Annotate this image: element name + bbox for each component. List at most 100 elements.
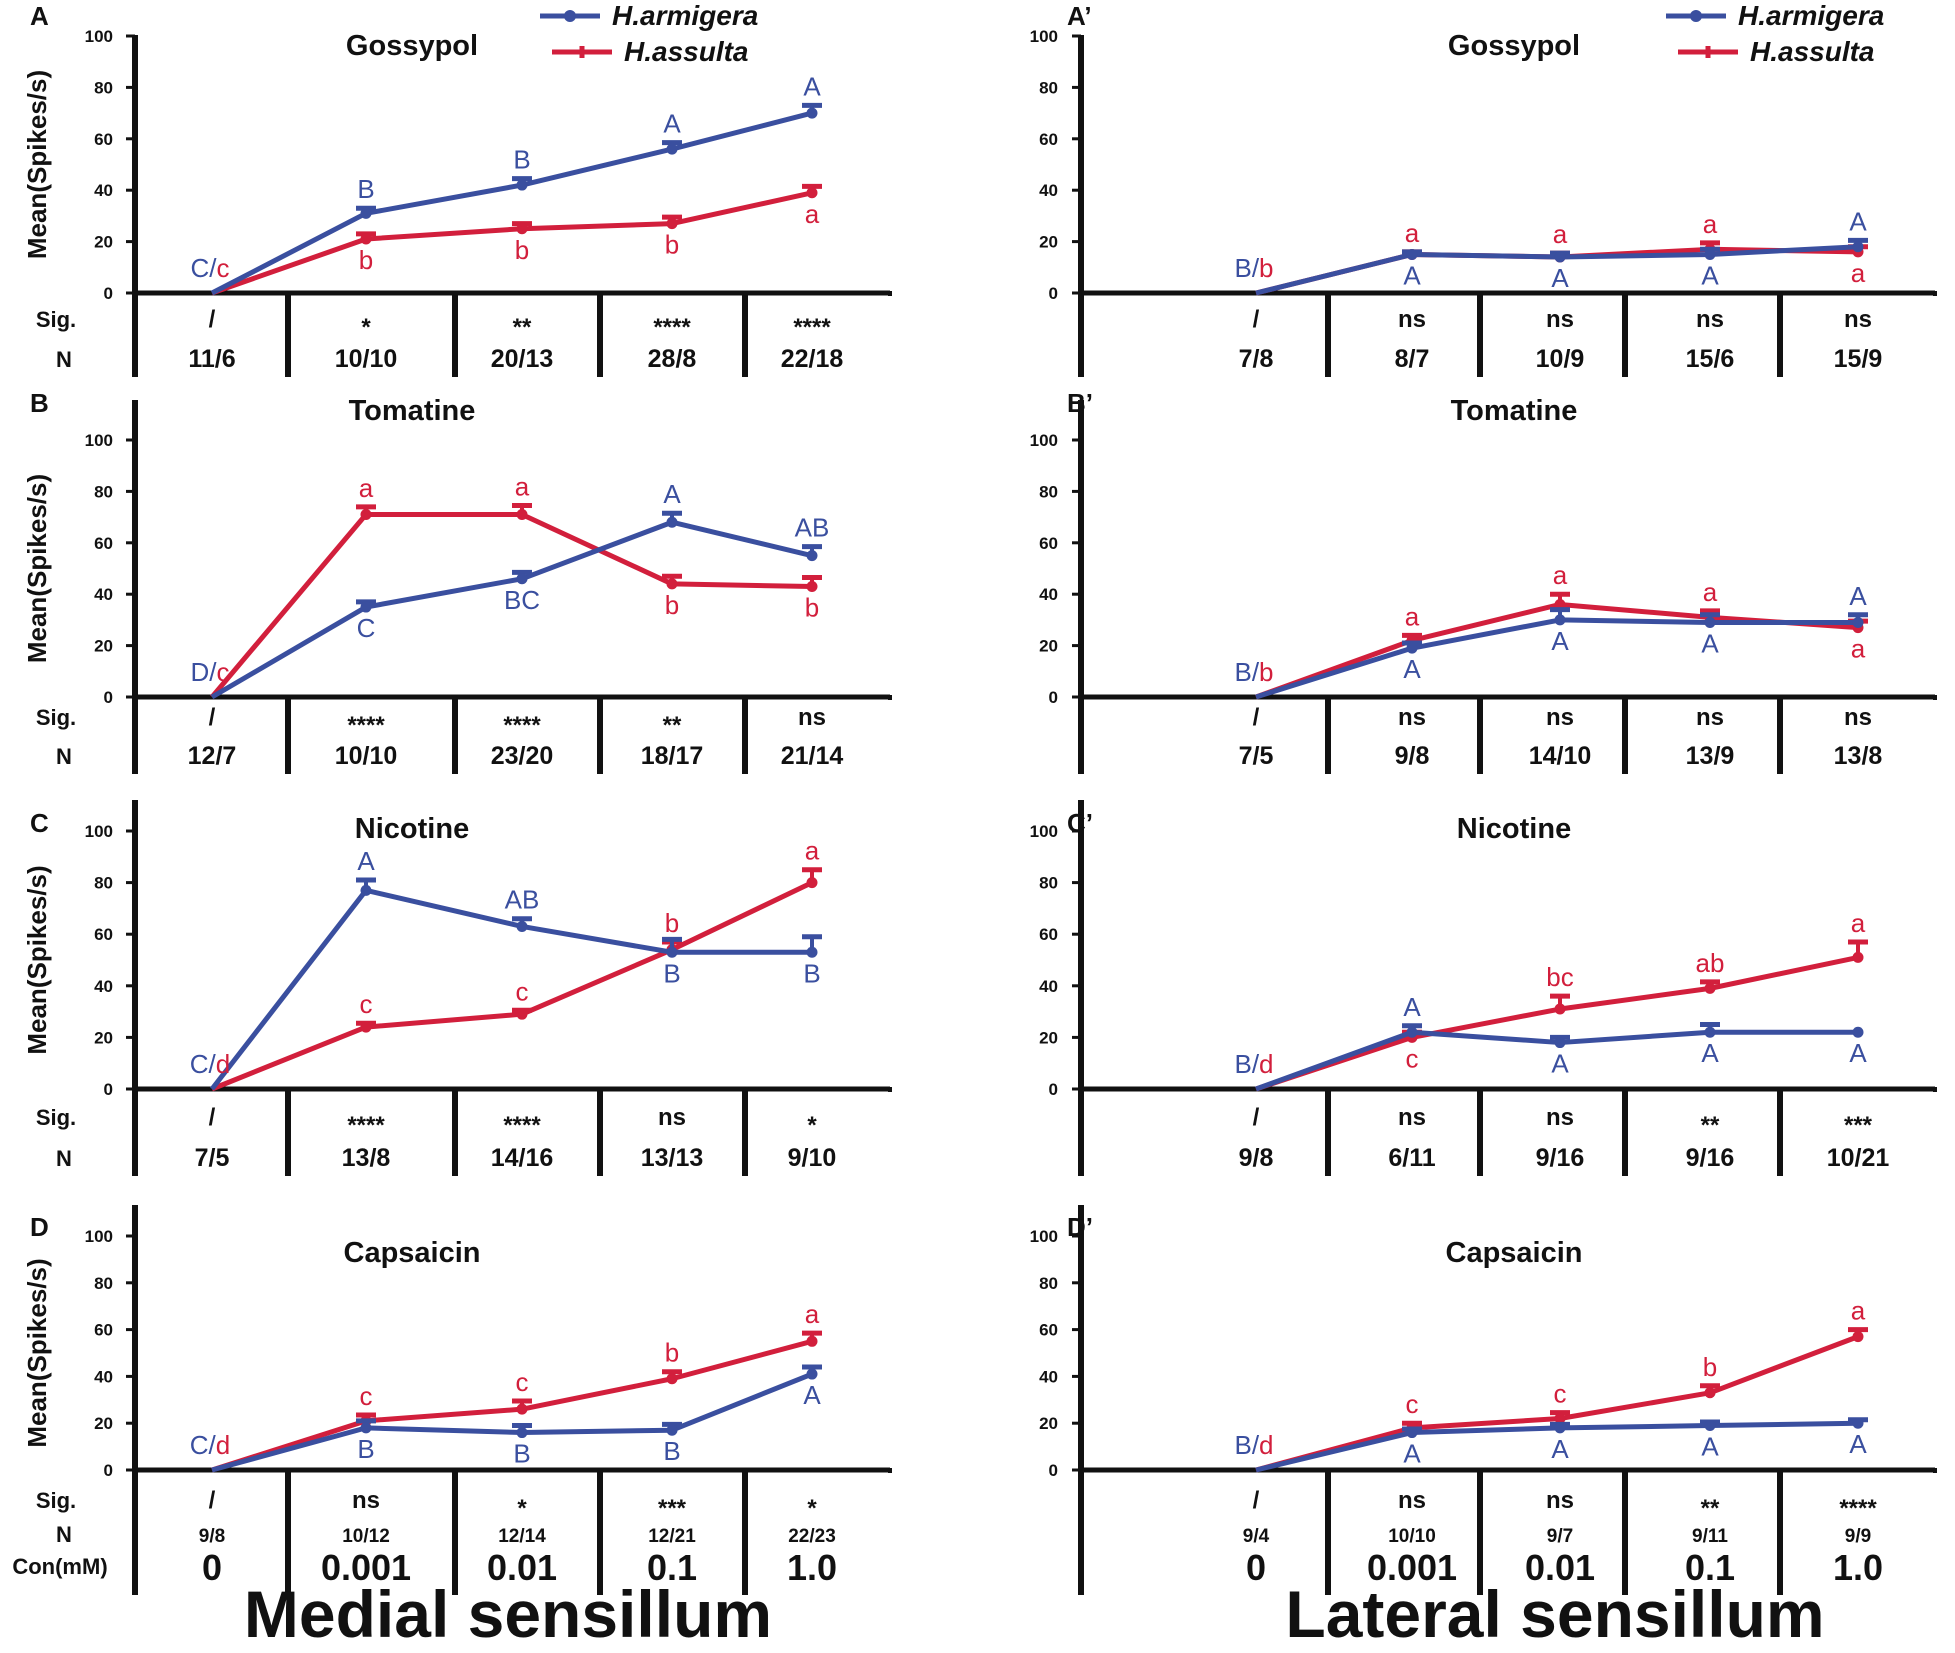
legend-armigera-marker	[564, 10, 576, 22]
significance-letter: b	[665, 908, 679, 938]
sig-value: /	[1253, 1487, 1260, 1514]
y-tick-label: 80	[94, 874, 113, 893]
data-point	[666, 1424, 678, 1436]
zero-label-upper: C	[190, 253, 209, 283]
zero-label-lower: c	[217, 657, 230, 687]
n-row-label: N	[56, 1522, 72, 1547]
data-point	[360, 1021, 372, 1033]
n-value: 9/16	[1536, 1144, 1585, 1172]
data-point	[1554, 1422, 1566, 1434]
significance-letter: B	[513, 1439, 530, 1469]
data-point	[806, 877, 818, 889]
significance-letter: A	[1551, 1434, 1569, 1464]
significance-letter: a	[1553, 219, 1568, 249]
significance-letter: c	[1406, 1043, 1419, 1073]
chart-title: Nicotine	[1457, 813, 1571, 845]
n-value: 9/4	[1243, 1526, 1270, 1547]
y-tick-label: 80	[1039, 482, 1058, 501]
data-point	[1852, 241, 1864, 253]
y-tick-label: 20	[1039, 233, 1058, 252]
sig-value: ns	[1398, 1104, 1426, 1131]
concentration-value: 0	[202, 1547, 222, 1588]
significance-letter: B	[663, 958, 680, 988]
y-tick-label: 60	[94, 925, 113, 944]
panel-label: C’	[1067, 808, 1093, 838]
significance-letter: A	[1403, 1439, 1421, 1469]
y-tick-label: 60	[94, 534, 113, 553]
n-row-label: N	[56, 1146, 72, 1171]
n-value: 15/6	[1686, 345, 1735, 373]
y-tick-label: 20	[94, 1414, 113, 1433]
legend-armigera-label: H.armigera	[612, 0, 758, 31]
legend-armigera-marker	[1690, 10, 1702, 22]
data-point	[360, 884, 372, 896]
y-tick-label: 80	[1039, 78, 1058, 97]
n-value: 7/5	[1239, 742, 1274, 770]
y-tick-label: 80	[1039, 1274, 1058, 1293]
data-point	[1554, 614, 1566, 626]
n-value: 9/8	[1395, 742, 1430, 770]
concentration-value: 0.001	[1367, 1547, 1457, 1588]
significance-letter: a	[1405, 601, 1420, 631]
significance-letter: B	[663, 1436, 680, 1466]
data-point	[666, 143, 678, 155]
y-tick-label: 100	[85, 822, 113, 841]
n-value: 9/16	[1686, 1144, 1735, 1172]
zero-label-upper: B	[1234, 1430, 1251, 1460]
sig-value: ns	[1546, 704, 1574, 731]
n-row-label: N	[56, 347, 72, 372]
significance-letter: A	[1403, 260, 1421, 290]
y-tick-label: 0	[1049, 688, 1058, 707]
data-point	[1554, 1037, 1566, 1049]
zero-label-slash: /	[1252, 657, 1260, 687]
y-tick-label: 40	[1039, 585, 1058, 604]
n-value: 22/23	[788, 1526, 836, 1547]
data-point	[360, 601, 372, 613]
data-point	[360, 207, 372, 219]
significance-letter: A	[1551, 1049, 1569, 1079]
con-row-label: Con(mM)	[12, 1554, 107, 1579]
sig-value: ****	[653, 314, 691, 341]
sig-row-label: Sig.	[36, 1488, 76, 1513]
significance-letter: A	[1403, 654, 1421, 684]
n-value: 8/7	[1395, 345, 1430, 373]
sig-value: ****	[347, 712, 385, 739]
significance-letter: A	[1701, 260, 1719, 290]
significance-letter: b	[359, 245, 373, 275]
sig-value: *	[807, 1495, 817, 1522]
y-tick-label: 100	[1030, 822, 1058, 841]
data-point	[666, 946, 678, 958]
n-value: 13/13	[641, 1144, 704, 1172]
sig-value: ****	[793, 314, 831, 341]
significance-letter: a	[1851, 1296, 1866, 1326]
zero-label-lower: d	[216, 1430, 230, 1460]
significance-letter: a	[805, 199, 820, 229]
data-point	[516, 179, 528, 191]
sig-row-label: Sig.	[36, 705, 76, 730]
significance-letter: A	[1701, 1432, 1719, 1462]
lateral-sensillum-title: Lateral sensillum	[1285, 1577, 1824, 1651]
chart-title: Gossypol	[1448, 30, 1580, 62]
zero-label-slash: /	[209, 253, 217, 283]
sig-value: /	[209, 306, 216, 333]
zero-group-label: B/b	[1234, 657, 1273, 687]
significance-letter: c	[516, 1367, 529, 1397]
sig-value: **	[1701, 1495, 1720, 1522]
data-point	[1704, 1420, 1716, 1432]
n-value: 13/9	[1686, 742, 1735, 770]
sig-value: **	[1701, 1112, 1720, 1139]
concentration-value: 0.1	[1685, 1547, 1735, 1588]
data-point	[1406, 248, 1418, 260]
significance-letter: ab	[1696, 948, 1725, 978]
y-tick-label: 20	[1039, 637, 1058, 656]
significance-letter: a	[1703, 577, 1718, 607]
n-value: 10/12	[342, 1526, 390, 1547]
sig-value: ns	[1844, 306, 1872, 333]
n-value: 9/8	[1239, 1144, 1274, 1172]
panel-A: 0 20 40 60 80 100 Mean(Spikes/s) A Gossypol b b b a B…	[22, 1, 892, 377]
chart-title: Capsaicin	[1446, 1237, 1583, 1269]
significance-letter: AB	[505, 885, 540, 915]
sig-value: ****	[503, 712, 541, 739]
data-point	[1406, 1026, 1418, 1038]
zero-group-label: B/b	[1234, 253, 1273, 283]
